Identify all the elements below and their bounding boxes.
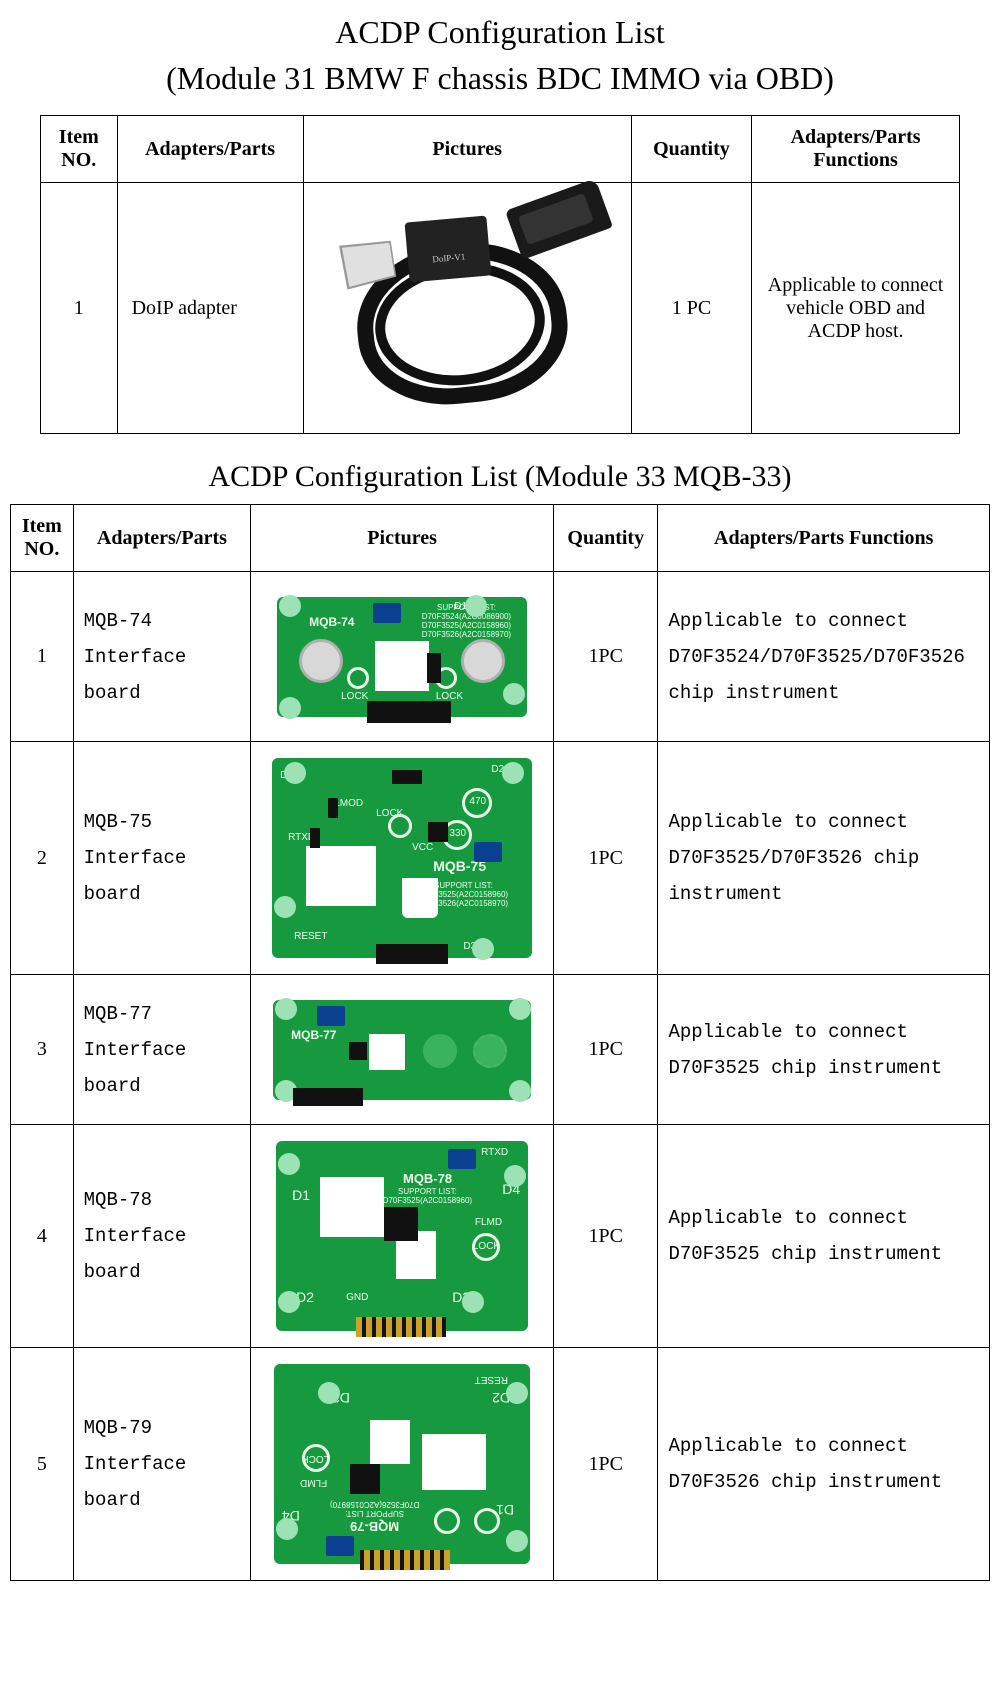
cell-item-no: 3 [11,975,74,1125]
header-pictures: Pictures [251,505,554,572]
cell-item-no: 2 [11,742,74,975]
cell-function: Applicable to connect D70F3524/D70F3525/… [658,572,990,742]
table-row: 4MQB-78 Interface board D1 D2 D3 D4 RTXD… [11,1125,990,1348]
table-row: 1 DoIP adapter DoIP-V1 1 PC Applicable t… [41,183,960,434]
table-row: 5MQB-79 Interface board D1 D2 D3 D4 FLMD… [11,1348,990,1581]
page-subtitle: (Module 31 BMW F chassis BDC IMMO via OB… [0,58,1000,100]
pcb-mqb79-illustration: D1 D2 D3 D4 FLMD LOCK RESET MQB-79 SUPPO… [274,1364,530,1564]
cell-item-no: 1 [11,572,74,742]
table-row: 2MQB-75 Interface board D1 D2 D3 FLMOD R… [11,742,990,975]
cell-quantity: 1PC [554,742,658,975]
table-row: 1MQB-74 Interface board MQB-74 SUPPORT L… [11,572,990,742]
pcb-mqb74-illustration: MQB-74 SUPPORT LIST:D70F3524(A2C0086900)… [277,597,527,717]
cell-quantity: 1 PC [631,183,751,434]
header-functions: Adapters/Parts Functions [752,116,960,183]
cell-item-no: 5 [11,1348,74,1581]
cell-adapter-name: MQB-74 Interface board [73,572,251,742]
cell-adapter-name: MQB-78 Interface board [73,1125,251,1348]
header-item-no: Item NO. [11,505,74,572]
header-functions: Adapters/Parts Functions [658,505,990,572]
cell-picture: MQB-74 SUPPORT LIST:D70F3524(A2C0086900)… [251,572,554,742]
cell-adapter-name: DoIP adapter [117,183,303,434]
obd-connector-icon [505,178,613,260]
cell-adapter-name: MQB-77 Interface board [73,975,251,1125]
cell-quantity: 1PC [554,1125,658,1348]
cell-picture: D1 D2 D3 D4 RTXD FLMD LOCK GND MQB-78 SU… [251,1125,554,1348]
cell-picture: D1 D2 D3 D4 FLMD LOCK RESET MQB-79 SUPPO… [251,1348,554,1581]
cell-function: Applicable to connect D70F3525/D70F3526 … [658,742,990,975]
cell-function: Applicable to connect D70F3525 chip inst… [658,1125,990,1348]
cell-picture: MQB-77 [251,975,554,1125]
header-quantity: Quantity [631,116,751,183]
header-adapters: Adapters/Parts [117,116,303,183]
cell-function: Applicable to connect D70F3525 chip inst… [658,975,990,1125]
table-header-row: Item NO. Adapters/Parts Pictures Quantit… [11,505,990,572]
doip-box-icon: DoIP-V1 [405,216,492,283]
pcb-mqb77-illustration: MQB-77 [273,1000,531,1100]
page-title: ACDP Configuration List [0,12,1000,54]
header-adapters: Adapters/Parts [73,505,251,572]
cell-item-no: 1 [41,183,118,434]
cell-item-no: 4 [11,1125,74,1348]
pcb-mqb78-illustration: D1 D2 D3 D4 RTXD FLMD LOCK GND MQB-78 SU… [276,1141,528,1331]
table-row: 3MQB-77 Interface board MQB-77 1PCApplic… [11,975,990,1125]
cell-quantity: 1PC [554,1348,658,1581]
header-pictures: Pictures [303,116,631,183]
cell-quantity: 1PC [554,572,658,742]
header-item-no: Item NO. [41,116,118,183]
cell-function: Applicable to connect vehicle OBD and AC… [752,183,960,434]
cell-quantity: 1PC [554,975,658,1125]
config-table-module33: Item NO. Adapters/Parts Pictures Quantit… [10,504,990,1581]
cell-picture: D1 D2 D3 FLMOD RTXD LOCK VCC RESET MQB-7… [251,742,554,975]
header-quantity: Quantity [554,505,658,572]
pcb-mqb75-illustration: D1 D2 D3 FLMOD RTXD LOCK VCC RESET MQB-7… [272,758,532,958]
cell-picture: DoIP-V1 [303,183,631,434]
doip-cable-illustration: DoIP-V1 [327,193,607,423]
cell-adapter-name: MQB-79 Interface board [73,1348,251,1581]
cell-function: Applicable to connect D70F3526 chip inst… [658,1348,990,1581]
section-title-module33: ACDP Configuration List (Module 33 MQB-3… [0,460,1000,494]
cell-adapter-name: MQB-75 Interface board [73,742,251,975]
table-header-row: Item NO. Adapters/Parts Pictures Quantit… [41,116,960,183]
config-table-module31: Item NO. Adapters/Parts Pictures Quantit… [40,115,960,434]
